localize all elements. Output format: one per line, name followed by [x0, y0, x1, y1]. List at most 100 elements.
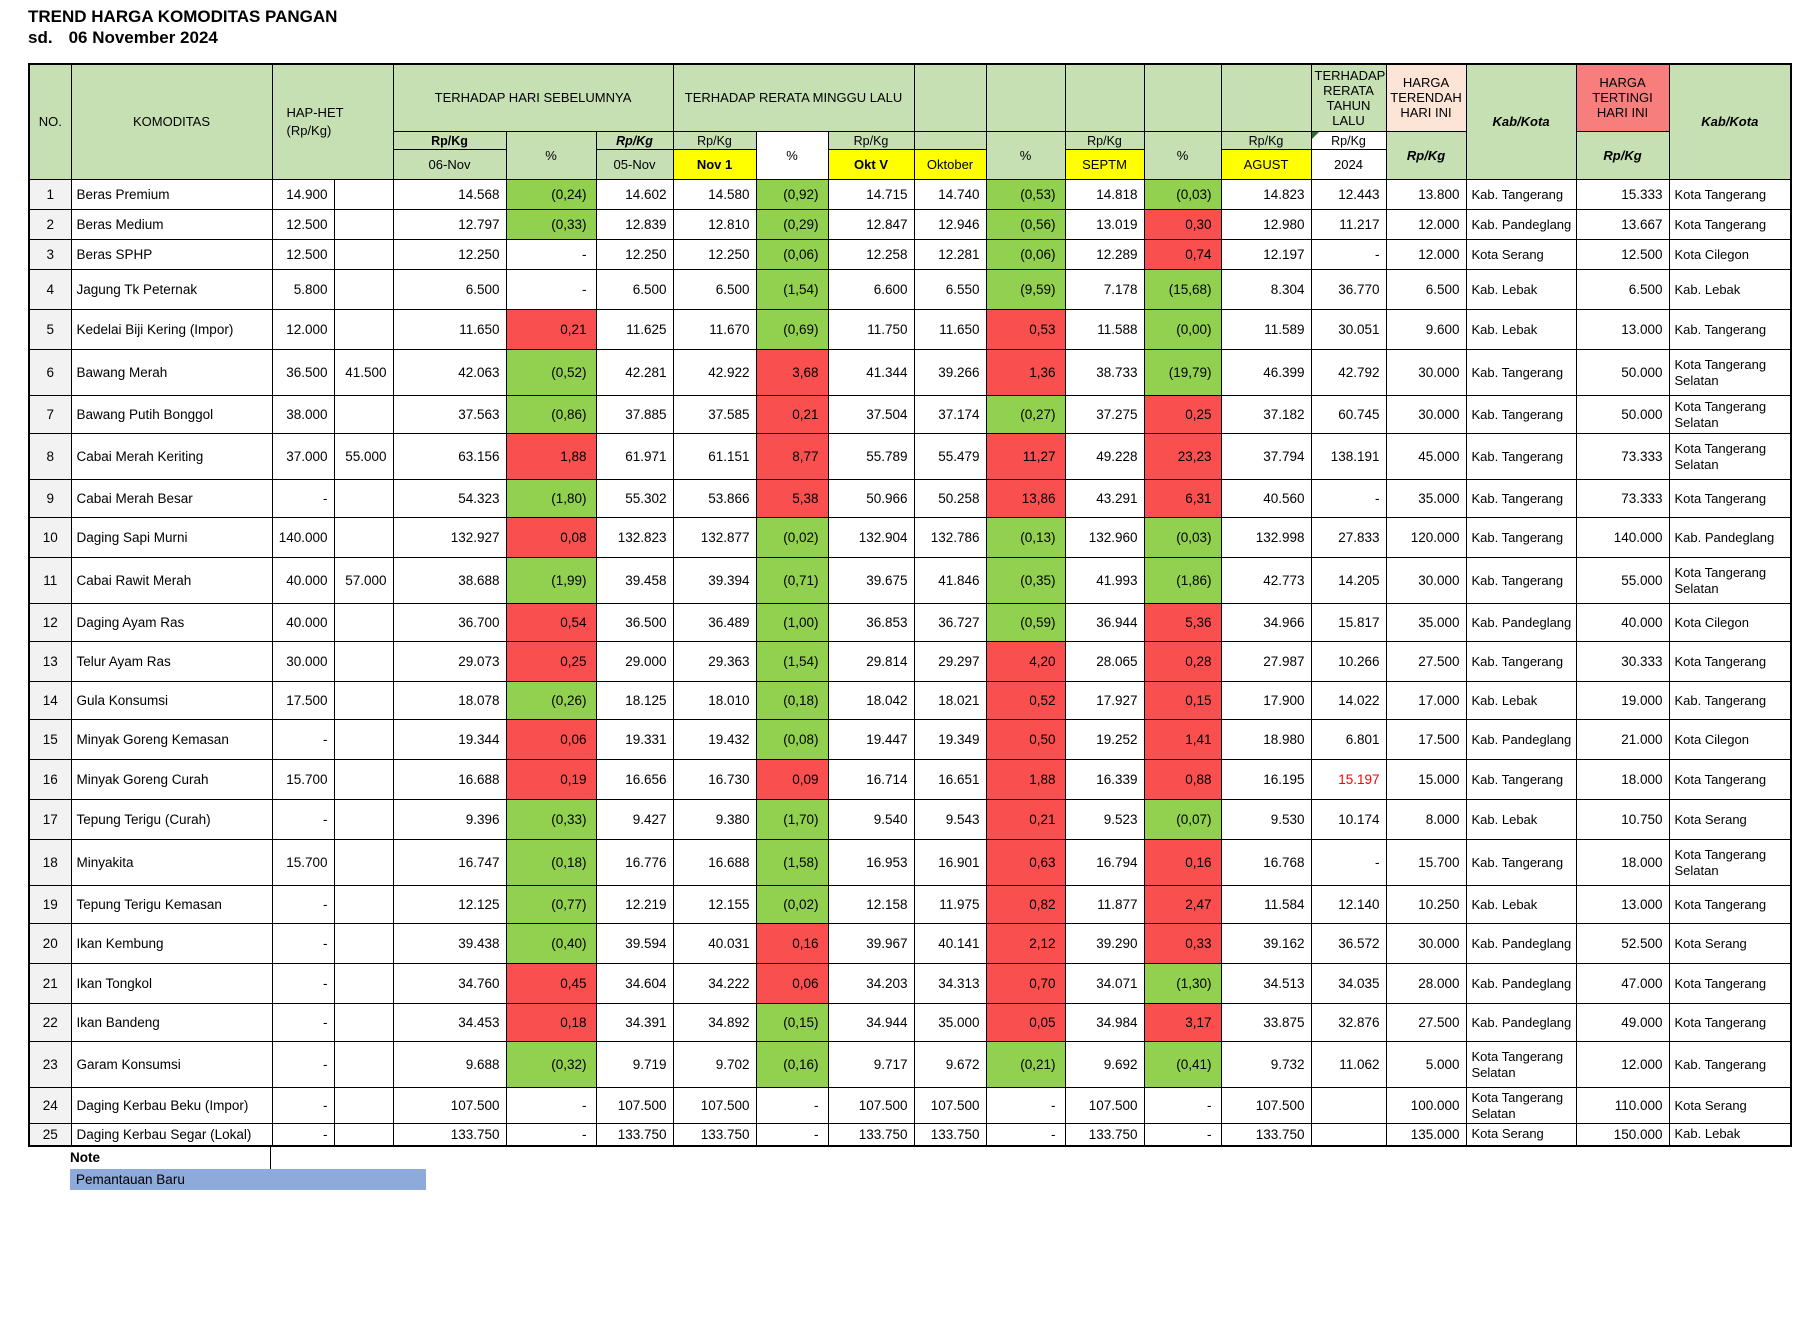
cell-price-oktober[interactable]: 50.258	[913, 479, 987, 518]
cell-highest-location[interactable]: Kota Serang	[1668, 1087, 1792, 1124]
cell-price-septm[interactable]: 43.291	[1064, 479, 1145, 518]
col-header-rpkg-05nov[interactable]: Rp/Kg	[595, 131, 674, 150]
cell-price-oktv[interactable]: 19.447	[827, 719, 915, 760]
cell-pct-oktober[interactable]: (9,59)	[985, 269, 1066, 310]
col-header-pct-oktober[interactable]: %	[985, 131, 1066, 180]
cell-price-05nov[interactable]: 11.625	[595, 309, 674, 350]
cell-price-2024[interactable]	[1310, 1087, 1387, 1124]
cell-het[interactable]	[333, 839, 394, 886]
cell-lowest-price[interactable]: 135.000	[1385, 1123, 1467, 1146]
cell-highest-price[interactable]: 47.000	[1575, 963, 1670, 1004]
cell-price-septm[interactable]: 9.523	[1064, 799, 1145, 840]
cell-price-nov1[interactable]: 16.730	[672, 759, 757, 800]
cell-price-agust[interactable]: 33.875	[1220, 1003, 1312, 1042]
cell-pct-septm[interactable]: -	[1143, 1087, 1222, 1124]
cell-highest-location[interactable]: Kota Serang	[1668, 923, 1792, 964]
cell-pct-day[interactable]: 0,21	[505, 309, 597, 350]
cell-price-06nov[interactable]: 36.700	[392, 603, 507, 642]
cell-price-oktober[interactable]: 12.946	[913, 209, 987, 240]
cell-price-05nov[interactable]: 19.331	[595, 719, 674, 760]
cell-no[interactable]: 3	[28, 239, 72, 270]
cell-pct-septm[interactable]: (0,03)	[1143, 179, 1222, 210]
cell-highest-location[interactable]: Kab. Lebak	[1668, 1123, 1792, 1146]
cell-price-nov1[interactable]: 9.702	[672, 1041, 757, 1088]
cell-komoditas[interactable]: Jagung Tk Peternak	[70, 269, 273, 310]
cell-pct-oktober[interactable]: (0,59)	[985, 603, 1066, 642]
cell-no[interactable]: 1	[28, 179, 72, 210]
cell-price-06nov[interactable]: 6.500	[392, 269, 507, 310]
col-header-hap-het[interactable]: HAP-HET (Rp/Kg)	[271, 63, 394, 180]
cell-price-06nov[interactable]: 37.563	[392, 395, 507, 434]
cell-no[interactable]: 6	[28, 349, 72, 396]
cell-no[interactable]: 15	[28, 719, 72, 760]
cell-price-05nov[interactable]: 12.250	[595, 239, 674, 270]
cell-pct-septm[interactable]: 5,36	[1143, 603, 1222, 642]
cell-highest-price[interactable]: 30.333	[1575, 641, 1670, 682]
cell-price-05nov[interactable]: 9.719	[595, 1041, 674, 1088]
cell-price-06nov[interactable]: 132.927	[392, 517, 507, 558]
cell-hap[interactable]: -	[271, 479, 335, 518]
col-header-date-agust[interactable]: AGUST	[1220, 149, 1312, 180]
cell-komoditas[interactable]: Daging Kerbau Segar (Lokal)	[70, 1123, 273, 1146]
cell-komoditas[interactable]: Minyak Goreng Curah	[70, 759, 273, 800]
cell-price-06nov[interactable]: 39.438	[392, 923, 507, 964]
cell-price-05nov[interactable]: 14.602	[595, 179, 674, 210]
cell-price-06nov[interactable]: 42.063	[392, 349, 507, 396]
cell-highest-location[interactable]: Kab. Lebak	[1668, 269, 1792, 310]
cell-price-2024[interactable]: 12.443	[1310, 179, 1387, 210]
cell-price-septm[interactable]: 9.692	[1064, 1041, 1145, 1088]
cell-pct-day[interactable]: 0,54	[505, 603, 597, 642]
cell-price-nov1[interactable]: 14.580	[672, 179, 757, 210]
cell-pct-oktober[interactable]: 0,70	[985, 963, 1066, 1004]
cell-price-nov1[interactable]: 12.810	[672, 209, 757, 240]
cell-no[interactable]: 17	[28, 799, 72, 840]
cell-lowest-location[interactable]: Kab. Lebak	[1465, 681, 1577, 720]
cell-pct-day[interactable]: (0,24)	[505, 179, 597, 210]
cell-pct-oktober[interactable]: 0,63	[985, 839, 1066, 886]
cell-highest-location[interactable]: Kab. Pandeglang	[1668, 517, 1792, 558]
cell-pct-week[interactable]: (0,16)	[755, 1041, 829, 1088]
cell-pct-septm[interactable]: (19,79)	[1143, 349, 1222, 396]
cell-price-oktober[interactable]: 6.550	[913, 269, 987, 310]
cell-price-septm[interactable]: 34.984	[1064, 1003, 1145, 1042]
cell-het[interactable]	[333, 239, 394, 270]
cell-lowest-price[interactable]: 28.000	[1385, 963, 1467, 1004]
cell-price-oktv[interactable]: 34.203	[827, 963, 915, 1004]
cell-price-05nov[interactable]: 12.839	[595, 209, 674, 240]
cell-highest-location[interactable]: Kota Tangerang	[1668, 179, 1792, 210]
col-header-date-septm[interactable]: SEPTM	[1064, 149, 1145, 180]
cell-pct-day[interactable]: -	[505, 1087, 597, 1124]
cell-highest-location[interactable]: Kota Tangerang Selatan	[1668, 433, 1792, 480]
cell-highest-location[interactable]: Kota Tangerang	[1668, 885, 1792, 924]
cell-price-septm[interactable]: 37.275	[1064, 395, 1145, 434]
cell-price-05nov[interactable]: 37.885	[595, 395, 674, 434]
cell-lowest-location[interactable]: Kota Tangerang Selatan	[1465, 1041, 1577, 1088]
cell-highest-location[interactable]: Kota Tangerang	[1668, 641, 1792, 682]
cell-price-oktober[interactable]: 41.846	[913, 557, 987, 604]
cell-het[interactable]	[333, 1003, 394, 1042]
cell-price-06nov[interactable]: 16.688	[392, 759, 507, 800]
cell-lowest-price[interactable]: 120.000	[1385, 517, 1467, 558]
cell-pct-week[interactable]: 0,09	[755, 759, 829, 800]
cell-price-septm[interactable]: 16.339	[1064, 759, 1145, 800]
cell-highest-price[interactable]: 40.000	[1575, 603, 1670, 642]
cell-hap[interactable]: 38.000	[271, 395, 335, 434]
cell-price-oktv[interactable]: 132.904	[827, 517, 915, 558]
cell-price-oktober[interactable]: 18.021	[913, 681, 987, 720]
cell-highest-location[interactable]: Kab. Tangerang	[1668, 681, 1792, 720]
cell-pct-day[interactable]: (0,26)	[505, 681, 597, 720]
cell-no[interactable]: 2	[28, 209, 72, 240]
cell-price-oktober[interactable]: 11.650	[913, 309, 987, 350]
cell-price-2024[interactable]: 11.217	[1310, 209, 1387, 240]
cell-price-oktober[interactable]: 16.651	[913, 759, 987, 800]
col-group-last-year[interactable]: TERHADAP RERATA TAHUN LALU	[1310, 63, 1387, 132]
cell-price-agust[interactable]: 8.304	[1220, 269, 1312, 310]
cell-price-06nov[interactable]: 18.078	[392, 681, 507, 720]
col-header-blank-oktober[interactable]	[913, 63, 987, 132]
cell-price-septm[interactable]: 49.228	[1064, 433, 1145, 480]
cell-highest-price[interactable]: 52.500	[1575, 923, 1670, 964]
cell-hap[interactable]: 14.900	[271, 179, 335, 210]
cell-price-agust[interactable]: 16.195	[1220, 759, 1312, 800]
cell-price-05nov[interactable]: 6.500	[595, 269, 674, 310]
cell-price-2024[interactable]: 10.174	[1310, 799, 1387, 840]
